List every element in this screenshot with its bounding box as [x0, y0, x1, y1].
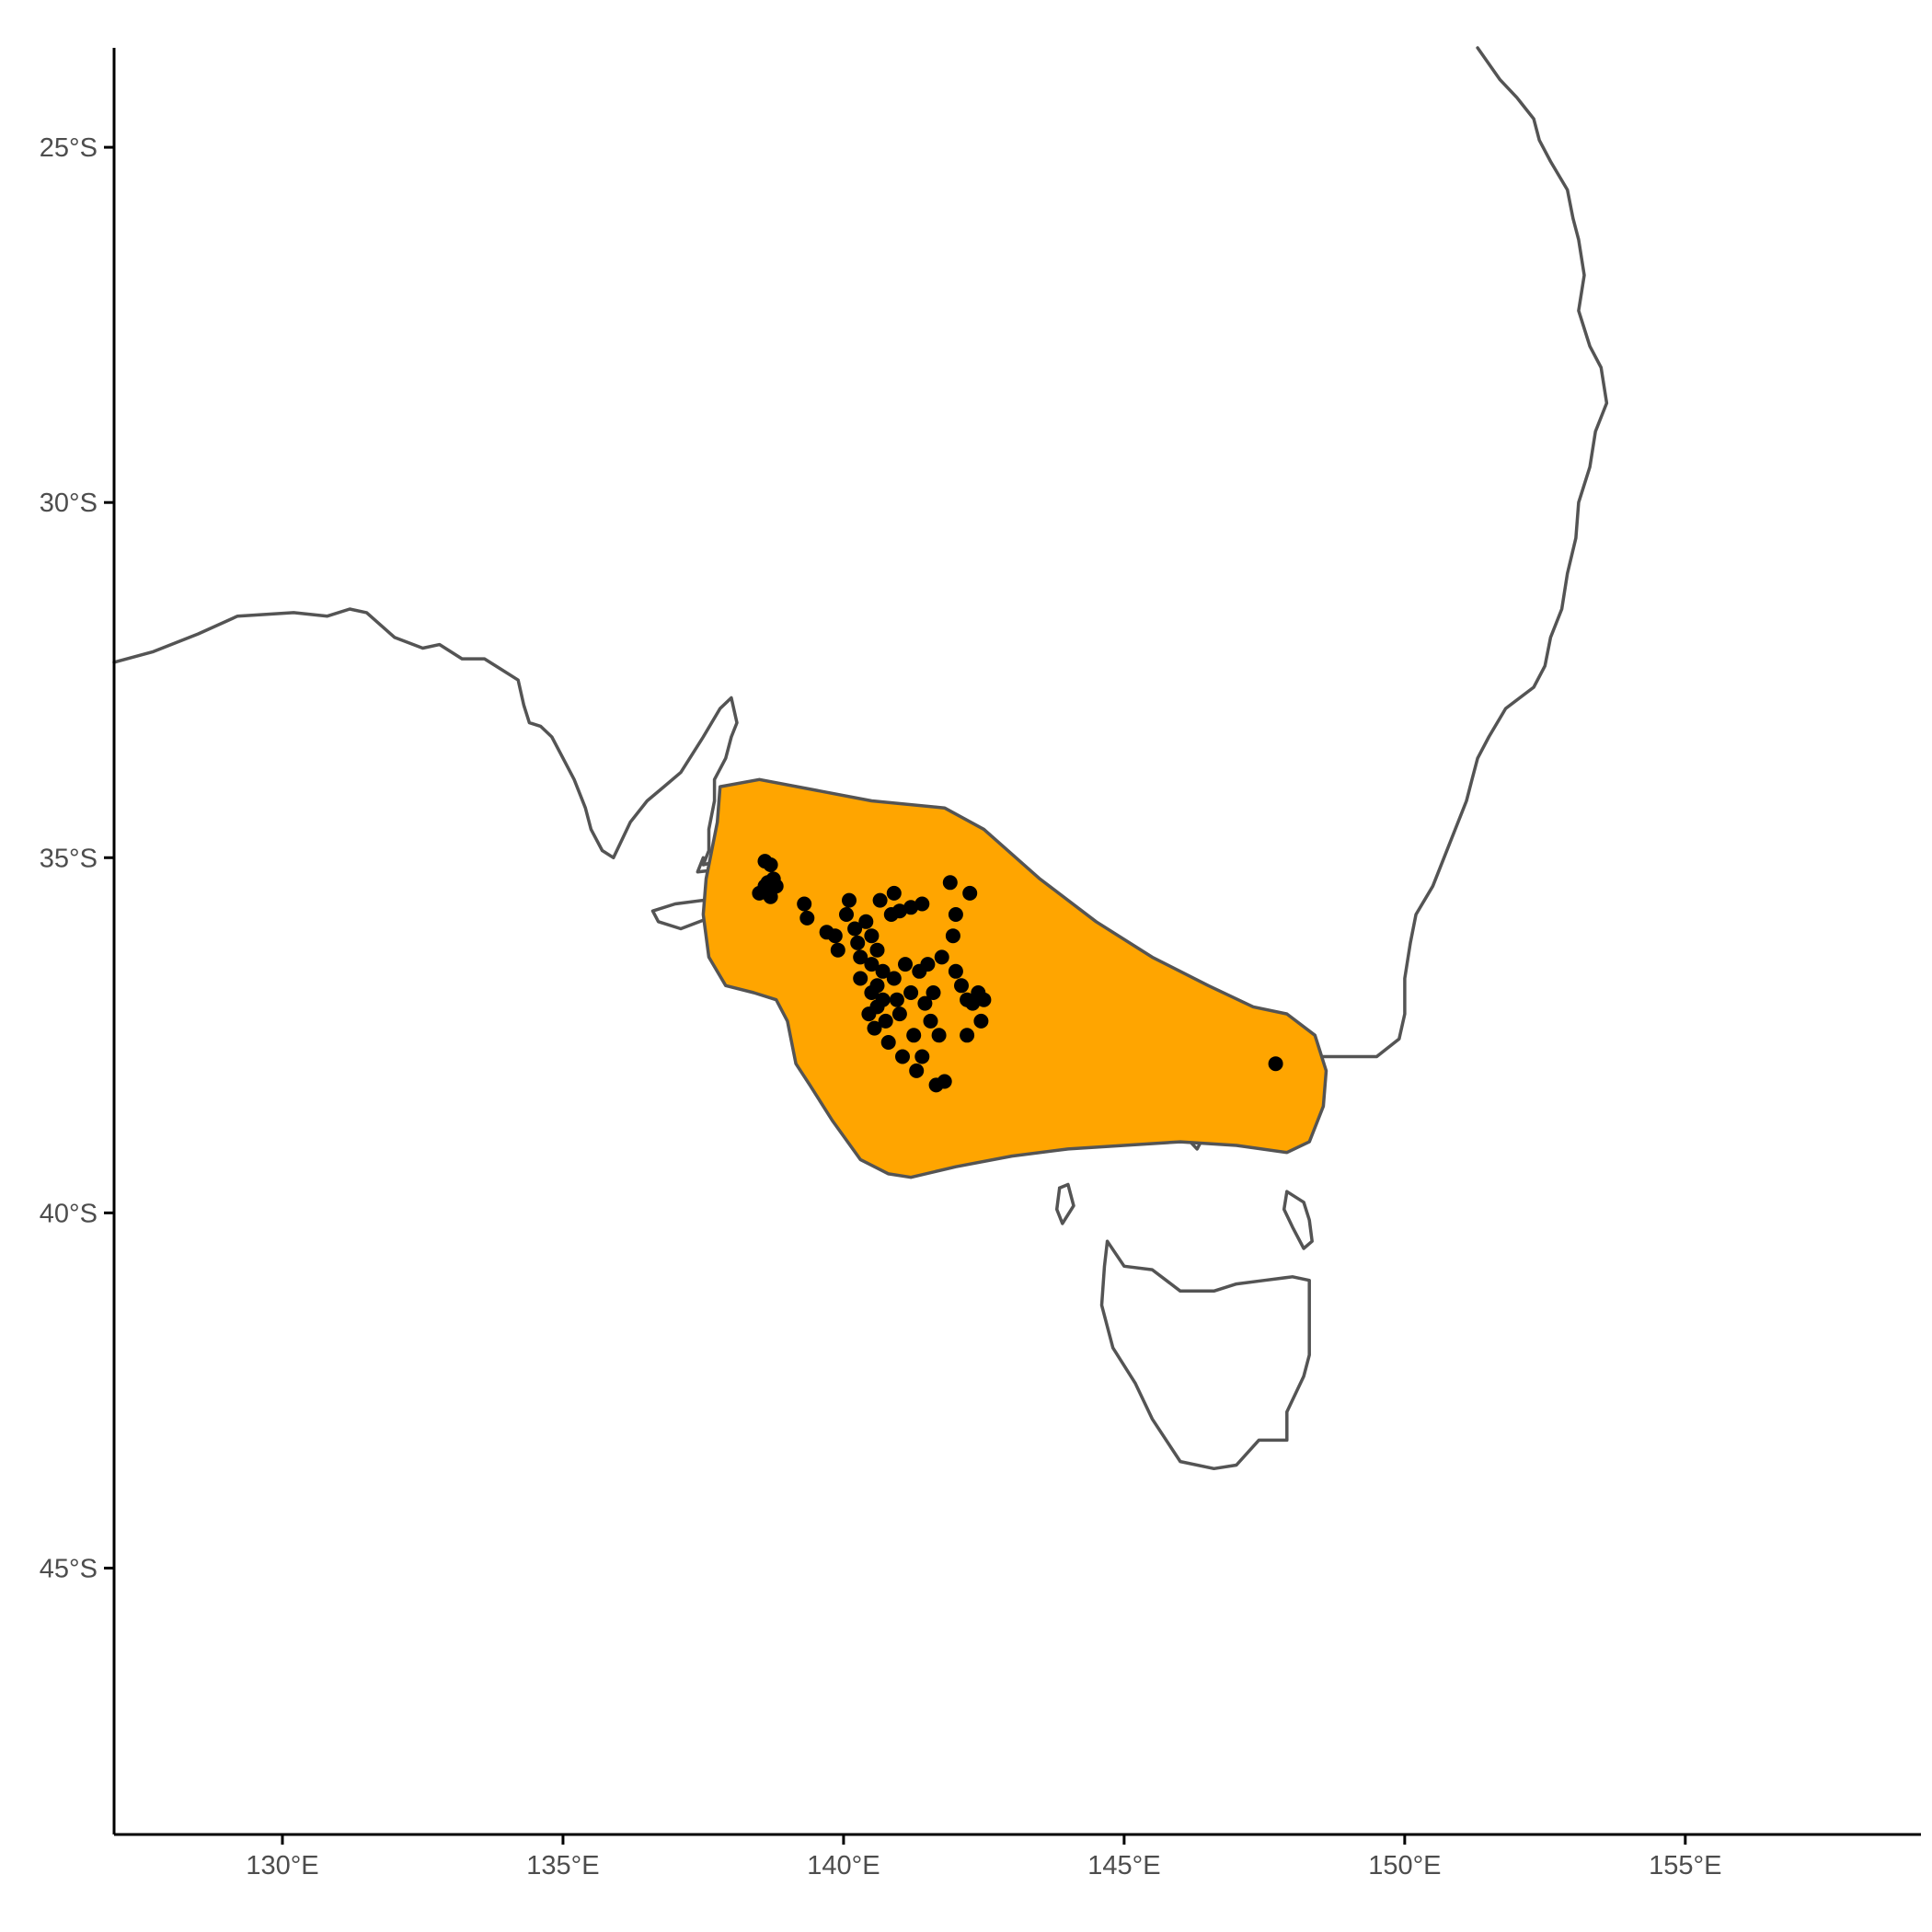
occurrence-point	[931, 1028, 947, 1043]
occurrence-point	[842, 892, 857, 908]
occurrence-points-layer	[752, 854, 1283, 1093]
occurrence-point	[799, 910, 815, 926]
occurrence-point	[914, 896, 930, 912]
occurrence-point	[830, 942, 845, 958]
occurrence-point	[878, 1013, 893, 1029]
occurrence-point	[869, 978, 885, 994]
occurrence-point	[875, 992, 891, 1007]
coastline-layer	[112, 46, 1609, 1471]
occurrence-point	[926, 985, 941, 1000]
occurrence-point	[872, 892, 888, 908]
x-tick-label: 135°E	[526, 1851, 599, 1880]
occurrence-point	[954, 978, 969, 994]
occurrence-point	[864, 957, 880, 972]
occurrence-point	[827, 928, 843, 944]
x-tick-label: 155°E	[1649, 1851, 1721, 1880]
coastline-tasmania	[1099, 1239, 1311, 1471]
occurrence-point	[903, 900, 919, 915]
occurrence-point	[973, 1013, 989, 1029]
occurrence-point	[867, 1020, 882, 1036]
occurrence-point	[886, 971, 902, 986]
occurrence-point	[847, 921, 863, 937]
occurrence-point	[850, 935, 866, 950]
occurrence-point	[853, 971, 868, 986]
occurrence-point	[752, 885, 767, 901]
occurrence-point	[858, 914, 874, 929]
occurrence-point	[1268, 1056, 1283, 1072]
occurrence-point	[763, 889, 778, 904]
occurrence-point	[763, 857, 778, 872]
occurrence-point	[948, 963, 963, 979]
occurrence-point	[891, 903, 907, 919]
occurrence-point	[853, 949, 868, 965]
occurrence-point	[920, 957, 936, 972]
y-tick-label: 40°S	[40, 1199, 98, 1228]
occurrence-point	[909, 1063, 925, 1078]
y-tick-label: 45°S	[40, 1554, 98, 1583]
coastline-flinders-island	[1282, 1190, 1314, 1250]
y-tick-label: 25°S	[40, 133, 98, 163]
x-tick-label: 130°E	[246, 1851, 318, 1880]
occurrence-point	[942, 875, 958, 891]
occurrence-point	[891, 1006, 907, 1022]
occurrence-point	[886, 885, 902, 901]
x-axis-ticks: 130°E 135°E 140°E 145°E 150°E 155°E	[246, 1834, 1721, 1880]
y-axis-ticks: 25°S 30°S 35°S 40°S 45°S	[40, 133, 114, 1583]
occurrence-point	[898, 957, 913, 972]
occurrence-point	[917, 995, 933, 1011]
occurrence-point	[797, 896, 812, 912]
occurrence-point	[923, 1013, 938, 1029]
species-range-polygon	[701, 777, 1328, 1179]
occurrence-point	[914, 1049, 930, 1064]
occurrence-point	[945, 928, 960, 944]
x-tick-label: 140°E	[807, 1851, 880, 1880]
x-tick-label: 145°E	[1087, 1851, 1160, 1880]
occurrence-point	[937, 1074, 952, 1089]
occurrence-point	[875, 963, 891, 979]
x-tick-label: 150°E	[1368, 1851, 1441, 1880]
occurrence-point	[895, 1049, 910, 1064]
occurrence-point	[760, 875, 776, 891]
coastline-king-island	[1054, 1182, 1075, 1225]
occurrence-point	[948, 907, 963, 922]
occurrence-point	[976, 992, 992, 1007]
occurrence-point	[889, 992, 904, 1007]
occurrence-point	[906, 1028, 922, 1043]
y-tick-label: 35°S	[40, 844, 98, 873]
occurrence-point	[960, 1028, 975, 1043]
axes	[112, 48, 1921, 1836]
occurrence-point	[903, 985, 919, 1000]
occurrence-point	[864, 928, 880, 944]
occurrence-point	[934, 949, 949, 965]
y-tick-label: 30°S	[40, 489, 98, 518]
occurrence-point	[869, 942, 885, 958]
occurrence-point	[880, 1035, 896, 1050]
occurrence-point	[839, 907, 854, 922]
range-polygon-layer	[701, 777, 1328, 1179]
occurrence-point	[962, 885, 978, 901]
